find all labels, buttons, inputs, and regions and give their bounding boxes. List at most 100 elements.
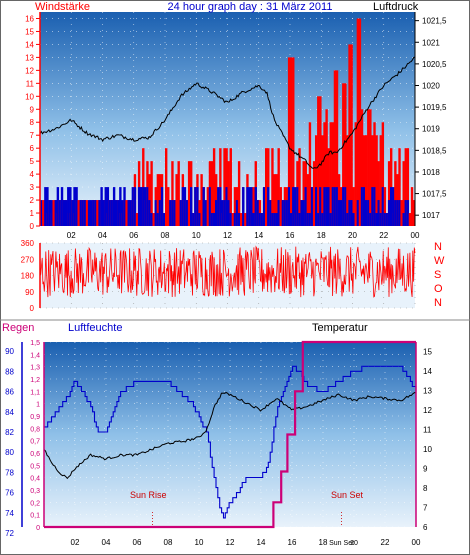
mean-bar — [337, 200, 341, 226]
gust-bar — [331, 122, 335, 226]
mean-bar — [229, 213, 232, 226]
mean-bar — [137, 187, 141, 226]
wind-bars — [40, 18, 416, 227]
x-tick-label: 08 — [161, 231, 170, 240]
mean-bar — [94, 200, 97, 226]
mean-bar — [379, 213, 382, 226]
left-tick-label: 5 — [30, 157, 35, 166]
mean-bar — [54, 200, 57, 226]
mean-bar — [285, 200, 289, 226]
gust-bar — [165, 148, 168, 226]
mean-bar — [123, 187, 126, 226]
left-tick-label: 2 — [30, 196, 35, 205]
left-tick-label: 10 — [25, 92, 34, 101]
humidity-tick-label: 90 — [5, 347, 14, 356]
temperature-tick-label: 10 — [423, 445, 432, 454]
gust-bar — [200, 174, 203, 226]
gust-bar — [42, 200, 45, 226]
left-tick-label: 11 — [26, 79, 35, 88]
right-tick-label: 1019,5 — [422, 103, 447, 112]
gust-bar — [381, 122, 385, 226]
humidity-line — [44, 365, 417, 519]
mean-bar — [83, 200, 87, 226]
regen-tick-label: 0 — [36, 525, 40, 532]
mean-bar — [362, 187, 366, 226]
left-tick-label: 1 — [30, 209, 35, 218]
gust-bar — [177, 161, 180, 226]
gust-bar — [394, 161, 397, 226]
gust-bar — [398, 148, 401, 226]
mean-bar — [371, 187, 374, 226]
mean-bar — [267, 187, 270, 226]
mean-bar — [396, 200, 399, 226]
mean-bar — [344, 187, 347, 226]
gust-bar — [350, 44, 353, 227]
mean-bar — [369, 213, 372, 226]
gust-bar — [325, 109, 328, 226]
mean-bar — [112, 187, 116, 226]
humidity-legend: Luftfeuchte — [68, 322, 122, 334]
mean-bar — [190, 187, 193, 226]
right-tick-label: 1021 — [422, 38, 440, 47]
mean-bar — [217, 187, 220, 226]
mean-bar — [375, 213, 378, 226]
mean-bar — [302, 200, 305, 226]
mean-bar — [192, 213, 195, 226]
regen-tick-label: 1,4 — [30, 352, 40, 359]
humidity-tick-label: 82 — [5, 428, 14, 437]
mean-bar — [73, 187, 76, 226]
mean-bar — [60, 187, 64, 226]
regen-tick-label: 1,5 — [30, 340, 40, 347]
mean-bar — [315, 187, 318, 226]
gust-bar — [290, 57, 293, 227]
left-tick-label: 16 — [25, 14, 34, 23]
mean-bar — [110, 200, 114, 226]
mean-bar — [150, 213, 153, 226]
mean-bar — [323, 187, 326, 226]
x-tick-label: 04 — [102, 538, 111, 547]
gust-bar — [410, 187, 414, 226]
right-tick-label: 1018,5 — [422, 146, 447, 155]
gust-bar — [315, 135, 318, 226]
gust-bar — [244, 213, 247, 226]
gust-bar — [373, 122, 376, 226]
mean-bar — [256, 200, 260, 226]
mean-bar — [275, 213, 278, 226]
regen-tick-label: 0,1 — [30, 513, 40, 520]
x-tick-label: 10 — [195, 538, 204, 547]
mean-bar — [248, 187, 251, 226]
mean-bar — [208, 187, 212, 226]
temperature-tick-label: 7 — [423, 504, 428, 513]
mean-bar — [342, 187, 345, 226]
gust-bar — [375, 135, 378, 226]
mean-bar — [154, 200, 157, 226]
mean-bar — [179, 200, 182, 226]
mean-bar — [292, 187, 295, 226]
x-tick-label: 06 — [129, 231, 138, 240]
temperature-tick-label: 6 — [423, 523, 428, 532]
gust-bar — [233, 187, 237, 226]
gust-bar — [287, 57, 291, 227]
gust-bar — [212, 148, 216, 226]
mean-bar — [333, 187, 337, 226]
direction-tick-label: 360 — [21, 239, 35, 248]
mean-bar — [377, 200, 380, 226]
gust-bar — [125, 200, 128, 226]
gust-bar — [365, 135, 368, 226]
mean-bar — [106, 187, 110, 226]
gust-bar — [369, 109, 372, 226]
direction-tick-label: 270 — [21, 255, 35, 264]
mean-bar — [319, 187, 322, 226]
left-tick-label: 8 — [30, 118, 35, 127]
temperature-tick-label: 14 — [423, 367, 432, 376]
mean-bar — [262, 187, 266, 226]
mean-bar — [350, 200, 353, 226]
mean-bar — [142, 187, 145, 226]
gust-bar — [279, 187, 282, 226]
x-tick-label: 14 — [254, 231, 263, 240]
gust-bar — [210, 161, 214, 226]
direction-line — [39, 245, 416, 298]
mean-bar — [327, 187, 330, 226]
gust-bar — [96, 200, 99, 226]
left-tick-label: 6 — [30, 144, 35, 153]
